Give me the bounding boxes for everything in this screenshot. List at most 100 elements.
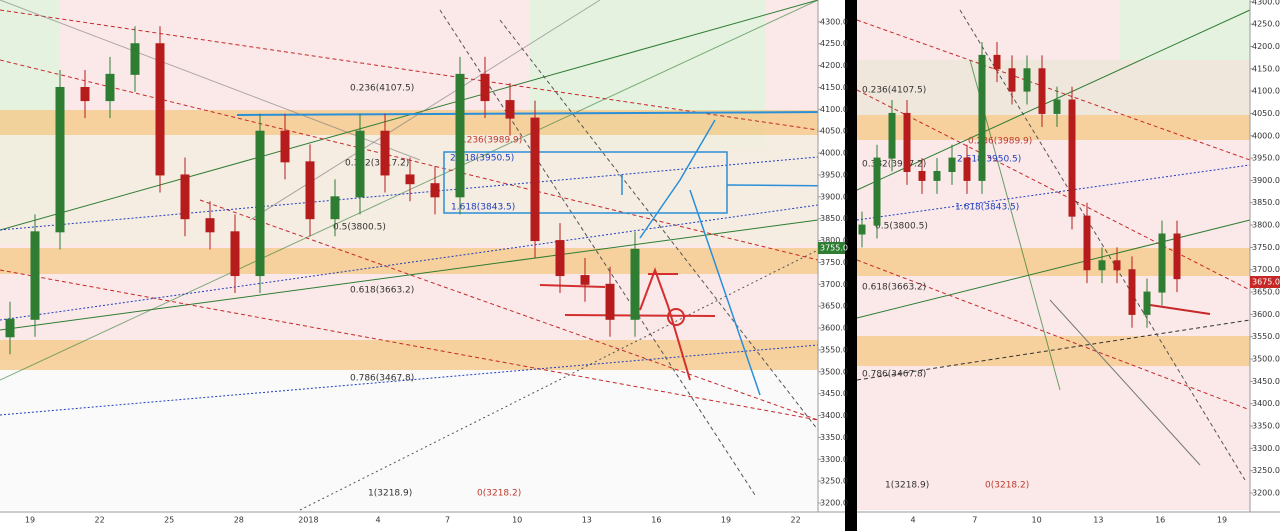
- candle-body: [255, 130, 265, 277]
- candle-body: [903, 112, 911, 172]
- candle-body: [1143, 291, 1151, 315]
- y-tick-label: 3550.0: [820, 345, 848, 354]
- y-tick-label: 4300.0: [820, 17, 848, 26]
- y-tick-label: 4150.0: [1252, 64, 1280, 73]
- y-tick-label: 3500.0: [1252, 355, 1280, 364]
- fib-label: 1(3218.9): [885, 481, 929, 491]
- x-tick-label: 28: [234, 516, 244, 525]
- candle-body: [155, 43, 165, 176]
- time-axis: [0, 512, 845, 531]
- fib-label: 0.382(3917.2): [862, 160, 926, 170]
- x-tick-label: 22: [95, 516, 105, 525]
- candle-body: [405, 174, 415, 185]
- fib-label: 0(3218.2): [985, 481, 1029, 491]
- candle-body: [280, 130, 290, 163]
- x-tick-label: 4: [375, 516, 380, 525]
- y-tick-label: 4300.0: [1252, 0, 1280, 6]
- fib-label: 0.5(3800.5): [875, 222, 928, 232]
- y-tick-label: 4050.0: [1252, 109, 1280, 118]
- candle-body: [858, 224, 866, 235]
- candle-body: [933, 170, 941, 181]
- y-tick-label: 3650.0: [820, 302, 848, 311]
- x-tick-label: 7: [972, 516, 977, 525]
- fib-label: 0(3218.2): [477, 489, 521, 499]
- y-tick-label: 3250.0: [1252, 466, 1280, 475]
- y-tick-label: 3550.0: [1252, 332, 1280, 341]
- orange-zone: [0, 248, 818, 274]
- candle-body: [948, 157, 956, 172]
- y-tick-label: 3200.0: [820, 499, 848, 508]
- y-tick-label: 3450.0: [1252, 377, 1280, 386]
- fib-label: 2.618(3950.5): [957, 155, 1021, 165]
- candle-body: [555, 240, 565, 277]
- y-tick-label: 3300.0: [1252, 444, 1280, 453]
- orange-zone: [857, 115, 1250, 140]
- candle-body: [963, 157, 971, 181]
- y-tick-label: 3950.0: [820, 170, 848, 179]
- y-tick-label: 4100.0: [1252, 87, 1280, 96]
- x-tick-label: 22: [791, 516, 801, 525]
- candle-body: [55, 86, 65, 233]
- fib-label: 0.236(3989.9): [968, 137, 1032, 147]
- y-tick-label: 4050.0: [820, 127, 848, 136]
- y-tick-label: 3900.0: [1252, 176, 1280, 185]
- y-tick-label: 3850.0: [820, 214, 848, 223]
- y-tick-label: 4250.0: [820, 39, 848, 48]
- y-tick-label: 4100.0: [820, 105, 848, 114]
- y-tick-label: 3800.0: [820, 236, 848, 245]
- fib-label: 1.618(3843.5): [955, 203, 1019, 213]
- candle-body: [355, 130, 365, 198]
- x-tick-label: 4: [910, 516, 915, 525]
- candle-body: [1128, 269, 1136, 315]
- candle-body: [330, 196, 340, 220]
- x-tick-label: 19: [1217, 516, 1227, 525]
- drawings: [236, 111, 846, 396]
- candle-body: [305, 161, 315, 220]
- y-tick-label: 3400.0: [1252, 399, 1280, 408]
- candle-body: [630, 248, 640, 320]
- x-tick-label: 7: [445, 516, 450, 525]
- y-tick-label: 4200.0: [820, 61, 848, 70]
- y-tick-label: 3750.0: [1252, 243, 1280, 252]
- x-tick-label: 10: [512, 516, 522, 525]
- y-tick-label: 3600.0: [1252, 310, 1280, 319]
- y-tick-label: 3800.0: [1252, 221, 1280, 230]
- y-tick-label: 3900.0: [820, 192, 848, 201]
- fib-label: 2.618(3950.5): [450, 154, 514, 164]
- fib-label: 0.786(3467.8): [350, 374, 414, 384]
- x-tick-label: 13: [582, 516, 592, 525]
- candle-body: [380, 130, 390, 176]
- y-tick-label: 3950.0: [1252, 154, 1280, 163]
- y-tick-label: 3600.0: [820, 324, 848, 333]
- fib-label: 1(3218.9): [368, 489, 412, 499]
- y-tick-label: 3300.0: [820, 455, 848, 464]
- candle-body: [5, 318, 15, 338]
- y-tick-label: 3750.0: [820, 258, 848, 267]
- y-tick-label: 3200.0: [1252, 489, 1280, 498]
- y-tick-label: 3350.0: [820, 433, 848, 442]
- candle-body: [1113, 260, 1121, 271]
- y-tick-label: 3400.0: [820, 411, 848, 420]
- x-tick-label: 10: [1032, 516, 1042, 525]
- candle-body: [873, 157, 881, 226]
- zone-shade: [0, 360, 818, 510]
- candle-body: [993, 54, 1001, 70]
- y-tick-label: 3700.0: [820, 280, 848, 289]
- candle-body: [605, 283, 615, 320]
- candle-body: [505, 100, 515, 119]
- y-tick-label: 4200.0: [1252, 42, 1280, 51]
- zone-shade: [1120, 0, 1250, 60]
- fib-label: 0.236(4107.5): [862, 86, 926, 96]
- x-tick-label: 16: [651, 516, 661, 525]
- candle-body: [1083, 215, 1091, 271]
- price-tag-label: 3755.0: [820, 244, 848, 253]
- fib-label: 0.618(3663.2): [350, 286, 414, 296]
- y-tick-label: 4000.0: [820, 149, 848, 158]
- candle-body: [80, 86, 90, 102]
- y-tick-label: 3350.0: [1252, 422, 1280, 431]
- candle-body: [1158, 233, 1166, 293]
- x-tick-label: 25: [164, 516, 174, 525]
- x-tick-label: 19: [25, 516, 35, 525]
- y-tick-label: 3500.0: [820, 367, 848, 376]
